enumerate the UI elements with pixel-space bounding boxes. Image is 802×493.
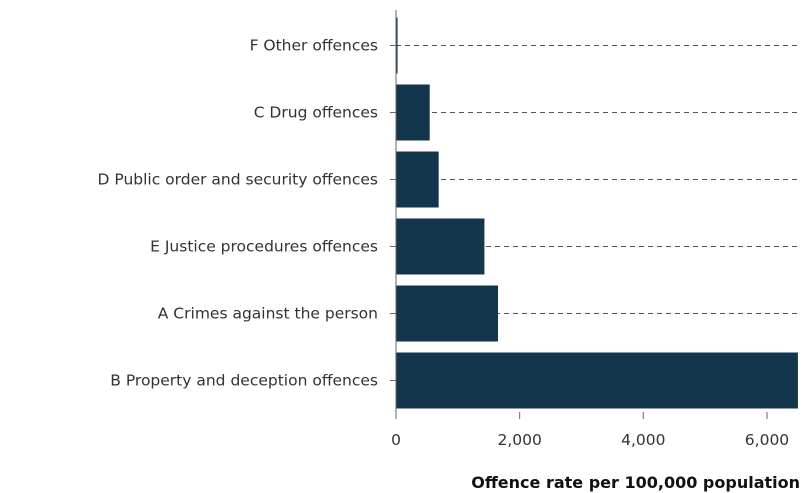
category-label: A Crimes against the person	[158, 305, 378, 323]
bar	[396, 151, 439, 208]
bars	[396, 17, 798, 409]
x-axis-title: Offence rate per 100,000 population	[471, 473, 800, 492]
x-tick-label: 4,000	[621, 431, 665, 449]
bar	[396, 218, 485, 275]
category-label: D Public order and security offences	[98, 171, 378, 189]
category-label: C Drug offences	[254, 104, 378, 122]
bar	[396, 285, 499, 342]
category-label: F Other offences	[250, 37, 378, 55]
bar	[396, 352, 798, 409]
x-tick-label: 2,000	[497, 431, 541, 449]
bar	[396, 17, 398, 74]
category-labels: F Other offences C Drug offences D Public …	[98, 37, 378, 390]
bar	[396, 84, 430, 141]
category-label: E Justice procedures offences	[150, 238, 378, 256]
x-axis-ticks: 0 2,000 4,000 6,000	[391, 412, 789, 449]
category-label: B Property and deception offences	[110, 372, 378, 390]
x-tick-label: 0	[391, 431, 401, 449]
x-tick-label: 6,000	[745, 431, 789, 449]
